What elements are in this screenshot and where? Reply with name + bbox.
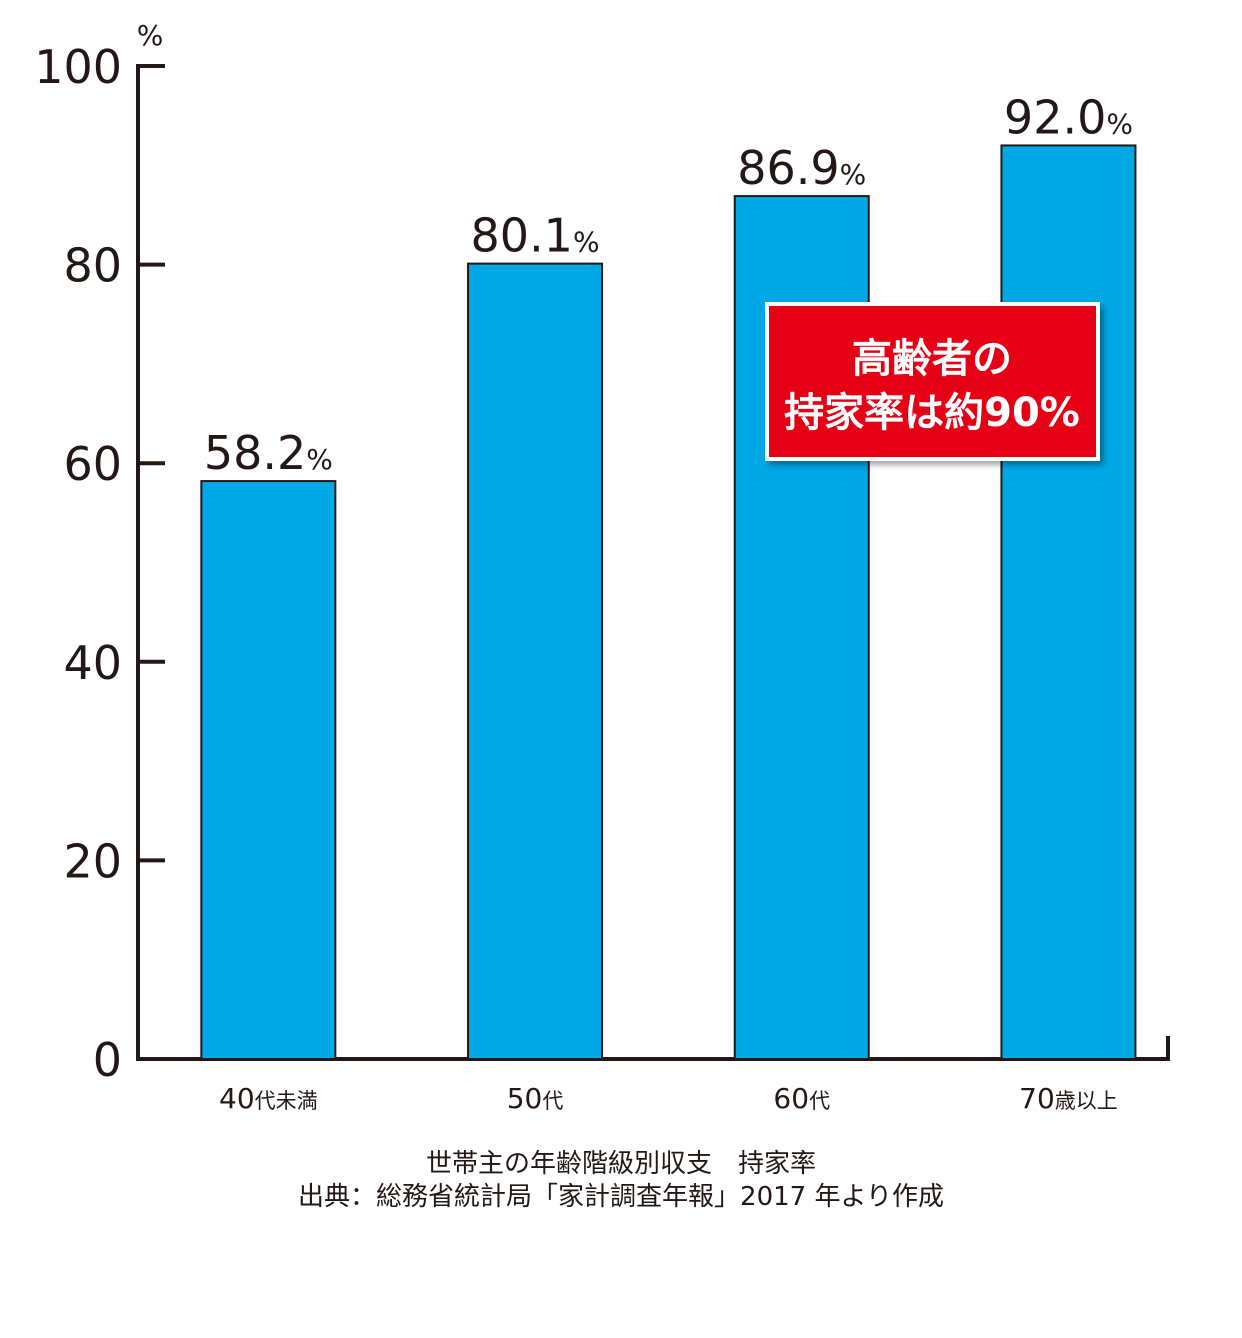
caption: 出典：総務省統計局「家計調査年報」2017 年より作成 [298,1182,944,1212]
x-tick-label: 60代 [773,1082,830,1115]
annotation: 高齢者の 持家率は約90% [765,302,1100,461]
bar [467,262,604,1060]
y-tick-label: 0 [93,1033,122,1087]
bar [1000,144,1137,1060]
y-tick-label: 40 [63,636,122,690]
y-axis-unit: % [137,19,164,52]
caption: 世帯主の年齢階級別収支 持家率 [426,1149,816,1179]
annotation-line: 高齢者の [852,336,1012,382]
value-label: 80.1% [471,209,600,263]
y-tick-label: 100 [34,40,122,94]
x-tick-label: 40代未満 [219,1082,318,1115]
value-label: 92.0% [1004,90,1133,144]
bar [200,480,337,1061]
y-tick-label: 60 [63,437,122,491]
annotation-box [765,302,1100,461]
x-tick-label: 70歳以上 [1019,1082,1118,1115]
y-tick-label: 80 [63,239,122,293]
annotation-line: 持家率は約90% [784,390,1080,436]
x-tick-label: 50代 [507,1082,564,1115]
value-label: 58.2% [204,426,333,480]
value-label: 86.9% [737,141,866,195]
y-tick-label: 20 [63,834,122,888]
